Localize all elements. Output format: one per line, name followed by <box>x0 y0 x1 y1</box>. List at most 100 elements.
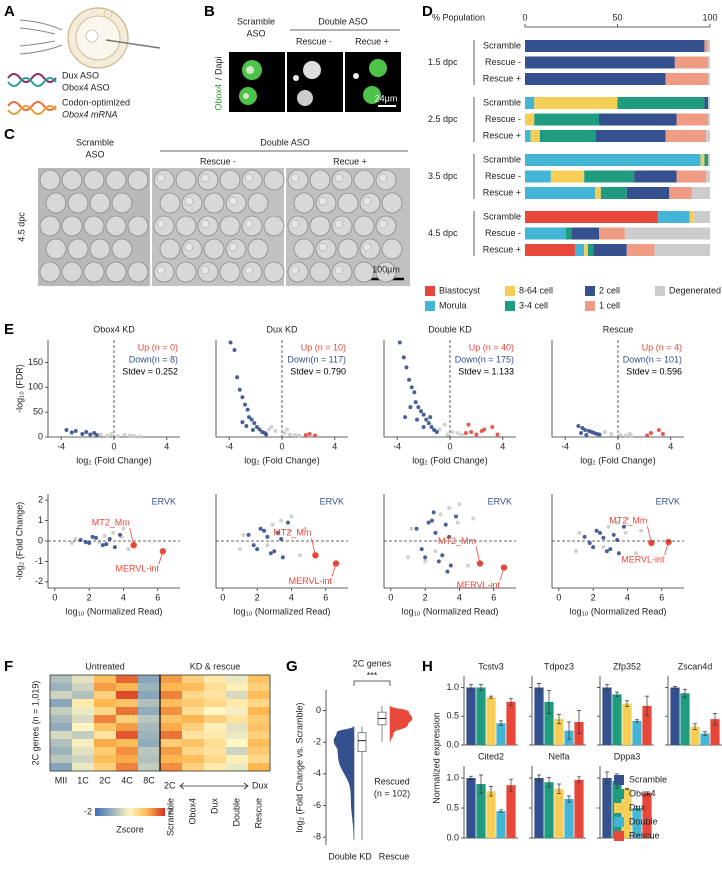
point <box>412 390 417 395</box>
point <box>421 425 426 430</box>
bar-segment <box>704 154 709 166</box>
point <box>431 510 436 515</box>
x-tick-label: 0 <box>220 592 225 602</box>
point <box>428 415 433 420</box>
y-tick-label: 1.0 <box>446 772 459 782</box>
embryo <box>263 169 285 191</box>
point <box>471 516 476 521</box>
bar-segment <box>525 170 551 183</box>
label: Codon-optimized <box>62 97 130 107</box>
column-label: Double ASO <box>318 16 368 26</box>
point <box>466 422 471 427</box>
heatmap-cell <box>182 755 205 764</box>
x-tick-label: 2 <box>255 592 260 602</box>
heatmap-cell <box>160 755 183 764</box>
heatmap-cell <box>248 699 271 708</box>
point <box>111 530 116 535</box>
point <box>303 433 308 438</box>
heatmap-cell <box>72 731 95 740</box>
legend-label: 3-4 cell <box>519 300 548 310</box>
stain-label: / Dapi <box>213 56 223 80</box>
embryo <box>105 215 127 237</box>
embryo <box>318 242 328 252</box>
bar-segment <box>574 244 585 256</box>
point <box>84 430 89 435</box>
facet-title: Zfp352 <box>613 661 641 671</box>
row-label: Rescue - <box>485 57 521 67</box>
heatmap-cell <box>94 691 117 700</box>
bar <box>670 687 680 745</box>
point <box>466 563 470 568</box>
column-label: ASO <box>246 28 265 38</box>
colorbar-label: Zscore <box>116 824 144 834</box>
error-bar <box>645 695 649 717</box>
point <box>307 432 312 437</box>
point <box>102 533 107 538</box>
stage-label: 4.5 dpc <box>16 212 26 242</box>
point <box>409 385 414 390</box>
error-bar <box>693 723 697 730</box>
bar <box>690 726 700 745</box>
bar <box>622 703 632 745</box>
row-label: Scramble <box>483 97 521 107</box>
group-label: 4.5 dpc <box>428 228 458 238</box>
embryo <box>353 215 375 237</box>
embryo <box>89 238 111 260</box>
column-label: Scramble <box>76 137 114 147</box>
axis-title: Normalized expression <box>431 712 441 804</box>
x-tick-label: 4 <box>164 441 169 451</box>
error-bar <box>537 774 541 782</box>
row-label: Scramble <box>483 154 521 164</box>
point <box>409 526 414 531</box>
axis-title: % Population <box>432 12 485 22</box>
heatmap-cell <box>72 755 95 764</box>
point <box>126 547 131 552</box>
scale-label: 24µm <box>375 93 398 103</box>
annotation: Up (n = 10) <box>301 342 346 352</box>
point <box>88 432 93 437</box>
panel-label: E <box>4 321 14 338</box>
heatmap-cell <box>204 763 227 772</box>
embryo <box>244 173 254 183</box>
embryo <box>263 261 285 283</box>
heatmap-cell <box>204 731 227 740</box>
error-bar <box>567 795 571 803</box>
x-tick-label: Double KD <box>328 851 372 861</box>
axis-title: log₂ (Fold Change) <box>244 455 320 465</box>
heatmap-cell <box>226 675 249 684</box>
colorbar-tick: 2 <box>168 806 173 816</box>
point-label: MERVL-int <box>289 576 333 586</box>
heatmap-cell <box>94 739 117 748</box>
embryo <box>378 173 388 183</box>
column-label: Double <box>231 798 241 827</box>
heatmap-cell <box>226 691 249 700</box>
legend-label: ERVK <box>320 496 344 506</box>
bar-segment <box>593 244 627 256</box>
facet-title: Cited2 <box>478 751 504 761</box>
panel-label: A <box>4 3 15 20</box>
bar-segment <box>665 73 709 85</box>
bar <box>534 778 544 838</box>
legend-swatch <box>655 286 665 296</box>
point <box>73 536 78 541</box>
annotation: Up (n = 4) <box>642 342 682 352</box>
heatmap-cell <box>116 723 139 732</box>
heatmap-cell <box>138 755 161 764</box>
bar <box>534 687 544 745</box>
bar <box>642 793 652 838</box>
embryo <box>362 196 372 206</box>
point <box>463 431 468 436</box>
embryo <box>228 242 238 252</box>
heatmap-cell <box>248 715 271 724</box>
point <box>401 355 406 360</box>
embryo <box>159 192 181 214</box>
point <box>249 417 254 422</box>
axis-title: log₂ (Fold Change) <box>412 455 488 465</box>
point <box>416 405 421 410</box>
point <box>438 512 443 517</box>
heatmap-cell <box>248 747 271 756</box>
point <box>576 424 581 429</box>
axis-title: -log₂ (Fold Change) <box>14 502 24 581</box>
heatmap-cell <box>138 699 161 708</box>
label: Obox4 mRNA <box>62 109 118 119</box>
